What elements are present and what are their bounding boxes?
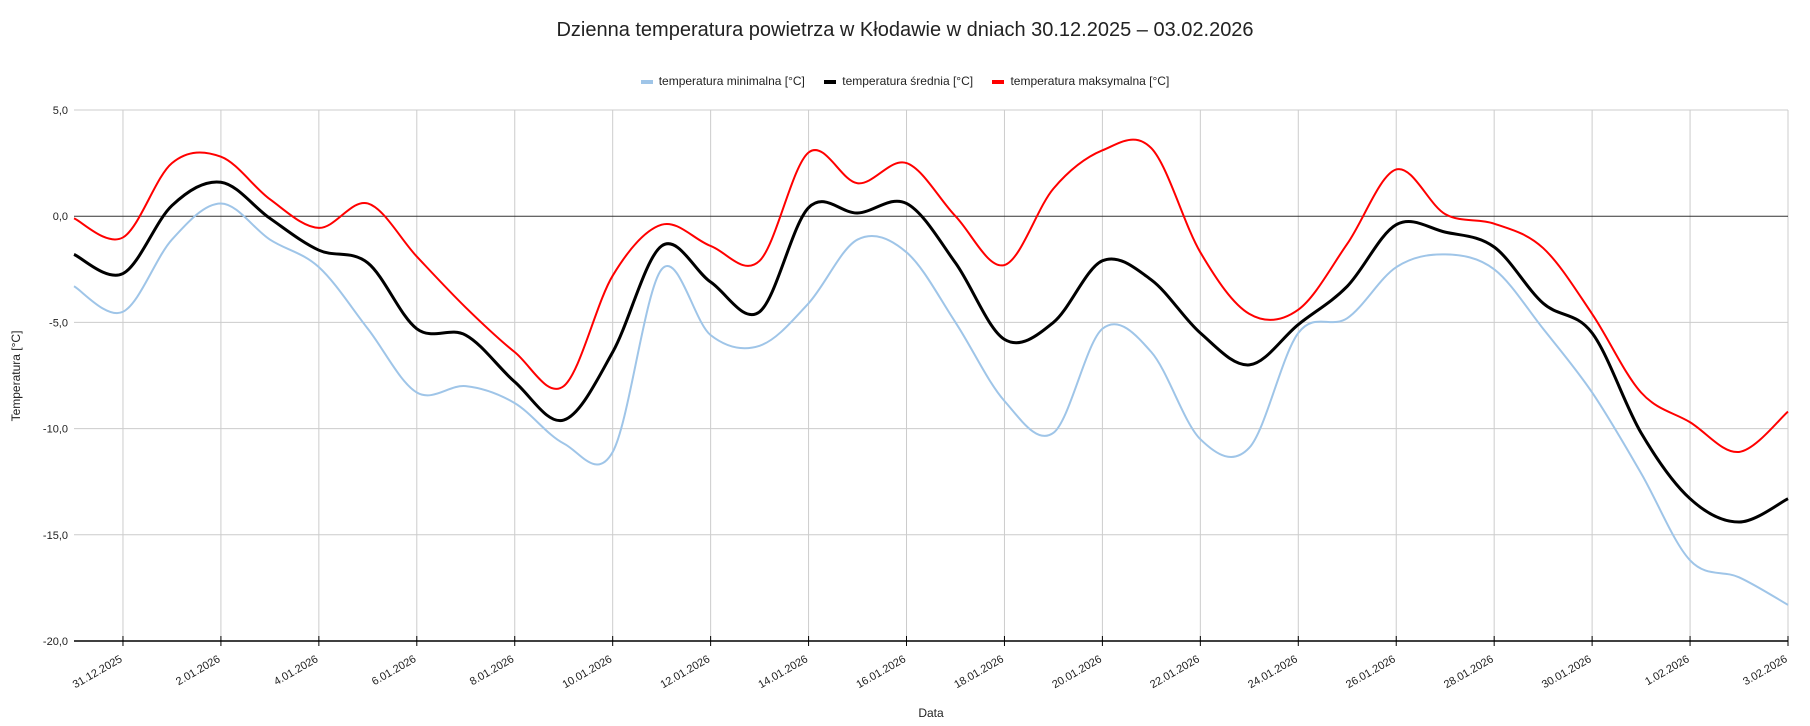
x-tick-label: 24.01.2026 xyxy=(1246,653,1300,691)
x-tick-label: 26.01.2026 xyxy=(1344,653,1398,691)
x-axis: 31.12.2025 2.01.2026 4.01.2026 6.01.2026 8.0… xyxy=(71,636,1790,691)
series-line-min xyxy=(73,202,1789,606)
legend-label-min: temperatura minimalna [°C] xyxy=(658,74,805,88)
x-tick-label: 31.12.2025 xyxy=(71,653,125,691)
y-tick-label: -15,0 xyxy=(43,530,68,542)
x-tick-label: 10.01.2026 xyxy=(561,653,615,691)
legend-label-mean: temperatura średnia [°C] xyxy=(842,74,974,88)
y-tick-label: -10,0 xyxy=(43,424,68,436)
chart-title: Dzienna temperatura powietrza w Kłodawie… xyxy=(556,19,1254,41)
x-tick-label: 14.01.2026 xyxy=(756,653,810,691)
x-tick-label: 12.01.2026 xyxy=(658,653,712,691)
y-tick-label: 5,0 xyxy=(53,105,68,117)
y-tick-label: 0,0 xyxy=(53,211,68,223)
x-tick-label: 3.02.2026 xyxy=(1741,653,1789,688)
grid xyxy=(74,109,1789,641)
legend-item-min[interactable]: temperatura minimalna [°C] xyxy=(640,74,805,88)
legend-label-max: temperatura maksymalna [°C] xyxy=(1010,74,1170,88)
x-tick-label: 6.01.2026 xyxy=(370,653,418,688)
y-tick-label: -20,0 xyxy=(43,636,68,648)
legend-swatch-min xyxy=(640,79,653,84)
series-line-max xyxy=(73,138,1789,453)
series xyxy=(73,138,1789,606)
series-line-mean xyxy=(73,180,1789,524)
y-tick-label: -5,0 xyxy=(49,317,68,329)
x-tick-label: 2.01.2026 xyxy=(174,653,222,688)
legend-swatch-mean xyxy=(824,79,837,84)
legend-item-max[interactable]: temperatura maksymalna [°C] xyxy=(992,74,1169,88)
x-tick-label: 8.01.2026 xyxy=(468,653,516,688)
x-tick-label: 28.01.2026 xyxy=(1442,653,1496,691)
x-tick-label: 1.02.2026 xyxy=(1643,653,1691,688)
legend-item-mean[interactable]: temperatura średnia [°C] xyxy=(824,74,973,88)
x-axis-title: Data xyxy=(918,706,944,720)
x-tick-label: 30.01.2026 xyxy=(1540,653,1594,691)
x-tick-label: 22.01.2026 xyxy=(1148,653,1202,691)
x-tick-label: 16.01.2026 xyxy=(854,653,908,691)
x-tick-label: 4.01.2026 xyxy=(272,653,320,688)
x-tick-label: 20.01.2026 xyxy=(1050,653,1104,691)
legend: temperatura minimalna [°C] temperatura ś… xyxy=(0,74,1810,88)
y-axis-title: Temperatura [°C] xyxy=(9,331,23,422)
x-tick-label: 18.01.2026 xyxy=(952,653,1006,691)
y-axis: 5,0 0,0 -5,0 -10,0 -15,0 -20,0 xyxy=(43,105,68,648)
legend-swatch-max xyxy=(992,79,1005,84)
